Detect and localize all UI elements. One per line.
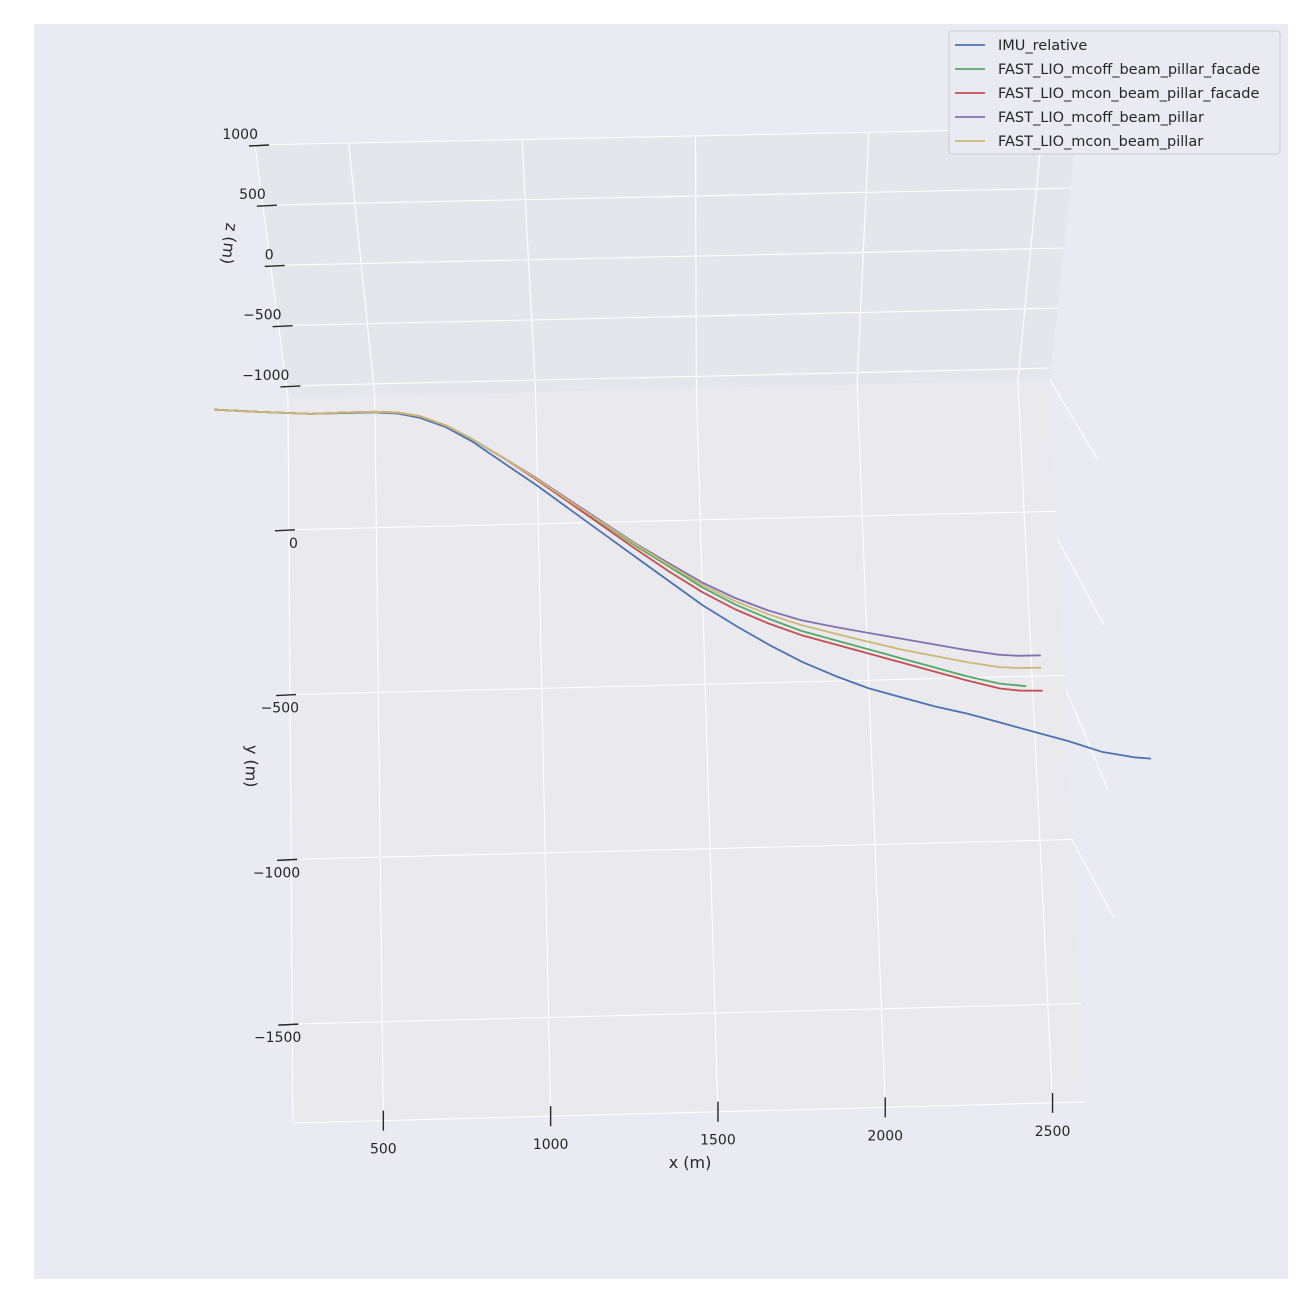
x-grid-line [1017, 380, 1054, 1103]
legend-label: FAST_LIO_mcoff_beam_pillar [998, 110, 1204, 126]
x-tick-label: 500 [370, 1142, 397, 1158]
z-grid-line [278, 307, 1058, 327]
axis-ticks: 500 1000 1500 2000 2500 0 −500 −1000 −1500 1000 50… [222, 127, 1070, 1158]
z-tick-label: 1000 [222, 127, 258, 143]
legend-label: FAST_LIO_mcoff_beam_pillar_facade [998, 62, 1260, 78]
x-grid-line-back [348, 143, 376, 397]
z-tick-label: −1000 [242, 368, 289, 384]
z-grid-line [262, 187, 1071, 206]
series-line-0 [214, 408, 1152, 760]
z-axis-label: z (m) [217, 222, 241, 266]
z-tick-mark [272, 325, 293, 328]
series-lines [214, 408, 1152, 760]
y-tick-mark [276, 693, 297, 697]
y-grid-line [292, 1002, 1082, 1025]
back-pane [255, 128, 1077, 398]
x-grid-line [856, 384, 886, 1108]
grid-lines [254, 127, 1115, 1124]
y-tick-label: −1500 [254, 1030, 301, 1046]
x-grid-line-back [1017, 128, 1043, 381]
y-tick-label: −500 [261, 701, 299, 717]
z-tick-label: 500 [239, 187, 266, 203]
z-tick-label: −500 [243, 308, 281, 324]
side-pane-line [1065, 689, 1109, 791]
y-tick-mark [278, 1023, 299, 1026]
z-tick-mark [280, 385, 301, 388]
legend: IMU_relative FAST_LIO_mcoff_beam_pillar_f… [948, 30, 1281, 155]
floor-pane [288, 380, 1086, 1123]
z-grid-line [270, 247, 1065, 267]
y-grid-line [291, 838, 1073, 860]
series-line-4 [214, 408, 1042, 669]
x-tick-label: 2500 [1035, 1124, 1071, 1140]
x-grid-line-back [856, 132, 870, 385]
x-tick-label: 2000 [867, 1128, 903, 1144]
y-grid-line [290, 674, 1065, 696]
x-grid-line-back [694, 135, 697, 389]
axis-panes [255, 128, 1086, 1123]
legend-label: FAST_LIO_mcon_beam_pillar [998, 134, 1203, 150]
legend-label: IMU_relative [998, 38, 1087, 54]
x-grid-line [695, 388, 719, 1112]
x-grid-line-back [521, 139, 537, 393]
z-grid-line [286, 367, 1052, 387]
side-pane-line [1049, 379, 1099, 461]
y-tick-label: 0 [289, 536, 298, 552]
x-tick-label: 1000 [533, 1137, 569, 1153]
y-tick-mark [274, 529, 295, 532]
z-tick-mark [248, 144, 270, 147]
x-grid-line [535, 392, 552, 1117]
side-pane-line [1057, 539, 1105, 626]
y-tick-label: −1000 [253, 865, 300, 881]
x-tick-label: 1500 [700, 1133, 736, 1149]
x-axis-label: x (m) [669, 1153, 712, 1172]
floor-left-edge [287, 397, 294, 1124]
floor-bottom-edge [292, 1101, 1087, 1124]
y-grid-line [288, 510, 1057, 531]
side-pane-line [1071, 839, 1115, 919]
y-tick-mark [277, 858, 298, 862]
z-tick-mark [264, 264, 285, 268]
legend-label: FAST_LIO_mcon_beam_pillar_facade [998, 86, 1259, 102]
legend-frame [948, 30, 1281, 155]
back-left-edge [254, 144, 289, 399]
x-grid-line [374, 395, 384, 1121]
z-grid-line [254, 127, 1078, 146]
z-tick-mark [256, 204, 277, 207]
y-axis-label: y (m) [241, 745, 261, 788]
z-tick-label: 0 [265, 247, 274, 263]
